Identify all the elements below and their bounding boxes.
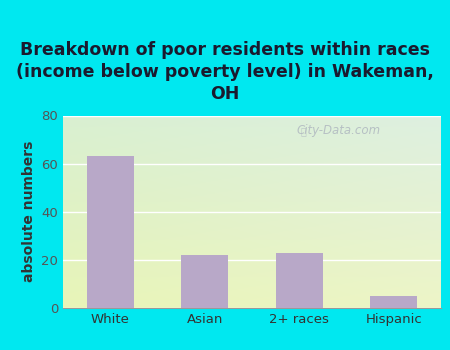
Text: City-Data.com: City-Data.com — [297, 124, 381, 138]
Text: Breakdown of poor residents within races
(income below poverty level) in Wakeman: Breakdown of poor residents within races… — [16, 41, 434, 103]
Bar — [370, 296, 418, 308]
Bar — [86, 156, 134, 308]
Text: 🔍: 🔍 — [300, 126, 306, 136]
Y-axis label: absolute numbers: absolute numbers — [22, 141, 36, 282]
Bar — [181, 255, 228, 308]
Bar — [275, 253, 323, 308]
